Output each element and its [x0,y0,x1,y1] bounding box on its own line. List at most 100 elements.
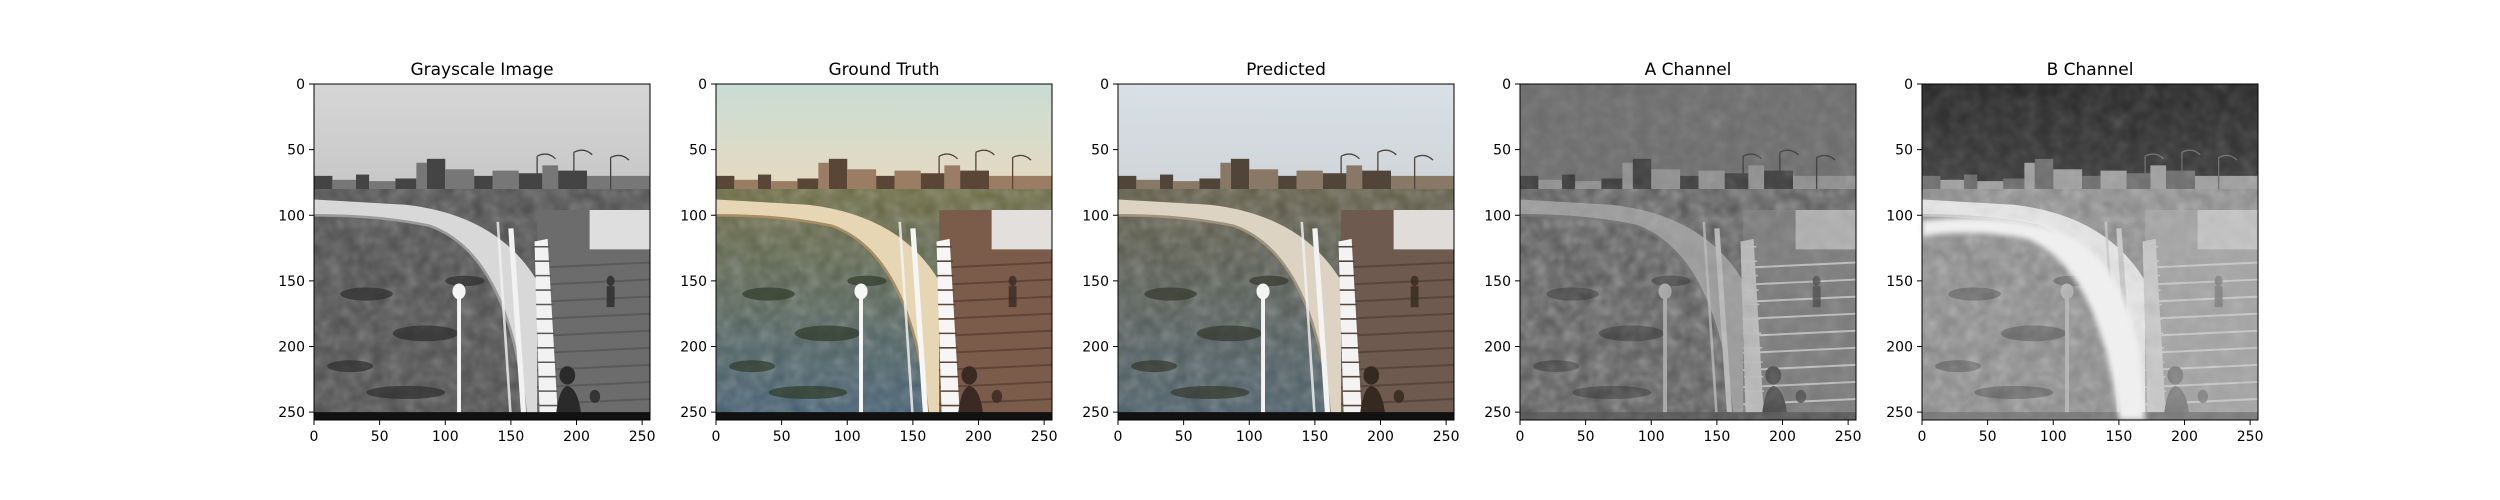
scene-building [1296,170,1323,192]
scene-skyline-lamp-head [1377,149,1397,156]
y-tick-label: 200 [1886,340,1913,356]
x-tick-label: 250 [629,429,656,445]
y-tick-label: 200 [1484,340,1511,356]
scene-lamp-globe [854,283,868,300]
scene-rocks [340,287,393,301]
scene-channel-highlight [1922,217,2146,420]
scene-child [1393,389,1405,403]
y-tick-label: 0 [296,77,305,93]
scene-deck-plank [1341,346,1455,355]
scene-railing [1312,228,1331,421]
scene-building [1391,175,1454,192]
x-tick-label: 100 [1638,429,1665,445]
scene-rocks [366,385,446,399]
y-tick-label: 200 [278,340,305,356]
scene-building [944,165,961,192]
scene-person-head [961,366,978,385]
x-tick-label: 250 [2237,429,2264,445]
scene-rocks [445,275,485,287]
scene-person-head [559,366,576,385]
subplot-title: B Channel [2047,60,2134,80]
scene-person-body [1359,385,1386,420]
scene-building [445,169,475,192]
scene-building [1230,158,1250,192]
scene-skyline-lamp-head [938,153,958,160]
y-tick-label: 50 [689,143,707,159]
scene-skyline-lamp-head [573,149,593,156]
scene-deck-plank [1341,312,1455,320]
scene-building [518,173,543,192]
scene-promenade [1118,199,1349,420]
scene-deck-plank [939,363,1053,372]
scene-lamp-globe [452,283,466,300]
y-tick-label: 0 [1502,77,1511,93]
scene-building [314,175,333,192]
y-tick-label: 150 [1886,274,1913,290]
x-tick-label: 100 [834,429,861,445]
axes-frame [313,83,651,421]
scene-staircase [1338,238,1363,420]
scene-building [797,178,819,192]
y-tick-label: 150 [278,274,305,290]
scene-rocks [1170,385,1250,399]
scene-skyline-lamp-head [1340,153,1360,160]
scene-deck-plank [537,278,651,286]
scene-sky [1118,84,1454,189]
scene-person-body [555,385,582,420]
scene-staircase [534,238,559,420]
scene-child [589,389,601,403]
scene-building [332,179,356,192]
subplot-image [1117,84,1455,421]
scene-lamp-globe [1256,283,1270,300]
scene-walker [606,275,615,287]
x-tick-label: 200 [2171,429,2198,445]
scene-promenade-edge [715,213,930,421]
scene-skyline-lamp-head [1012,154,1032,161]
scene-promenade [716,199,947,420]
x-tick-label: 250 [1835,429,1862,445]
axes-frame [1519,83,1857,421]
x-tick-label: 50 [1577,429,1595,445]
scene-railing [898,221,915,421]
scene-rocks [847,275,887,287]
scene-lamp-post [859,294,863,420]
scene-caption-strip [716,412,1052,420]
y-tick-label: 50 [1493,143,1511,159]
scene-building [558,170,587,192]
scene-walker [1008,275,1017,287]
axes-frame [1921,83,2259,421]
scene-deck-plank [939,329,1053,337]
scene-building [960,170,989,192]
scene-building [876,175,895,192]
scene-building [356,174,370,192]
subplot-4: A Channel 0 50 100 150 200 250 0 50 100 150 200 250 [1484,60,1861,445]
scene-platform [991,210,1052,250]
scene-building [716,175,735,192]
scene-deck-plank [1341,261,1455,269]
scene-deck-plank [537,329,651,337]
x-tick-label: 250 [1031,429,1058,445]
scene-deck-plank [939,312,1053,320]
scene-railing [1300,221,1317,421]
axes-frame [715,83,1053,421]
scene-rocks [1131,360,1178,373]
subplot-image [1519,84,1857,421]
y-tick-label: 200 [680,340,707,356]
scene-deck-plank [537,346,651,355]
x-tick-label: 150 [1302,429,1329,445]
scene-building [395,178,417,192]
x-tick-label: 50 [1175,429,1193,445]
y-tick-label: 50 [287,143,305,159]
scene-building [542,165,559,192]
scene-skyline-lamp-head [610,154,630,161]
scene-deck-plank [537,295,651,303]
subplot-5: B Channel 0 50 100 150 200 250 0 50 100 150 200 250 [1886,60,2263,445]
scene-channel-noise [1520,84,1856,420]
y-tick-label: 250 [680,405,707,421]
scene-sky [314,84,650,189]
subplot-title: Predicted [1246,60,1326,80]
x-tick-label: 150 [1704,429,1731,445]
scene-deck-plank [1341,363,1455,372]
scene-building [1136,179,1160,192]
